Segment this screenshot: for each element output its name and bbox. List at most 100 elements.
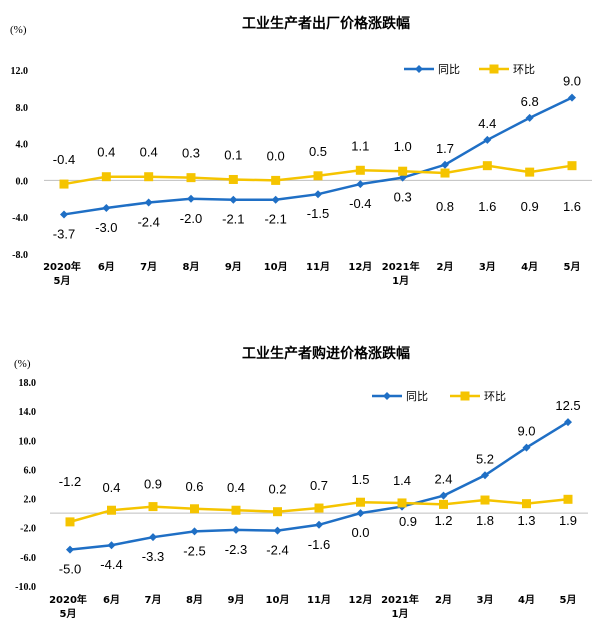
data-label: 1.4 xyxy=(393,473,411,488)
x-tick-label: 7月 xyxy=(145,594,162,606)
data-point xyxy=(107,505,116,515)
x-tick-label: 5月 xyxy=(564,261,581,273)
data-point xyxy=(144,172,154,182)
x-tick-label: 3月 xyxy=(477,594,494,606)
x-tick-label: 4月 xyxy=(518,594,535,606)
data-point xyxy=(525,167,535,177)
data-label: 4.4 xyxy=(478,116,496,131)
data-label: 0.5 xyxy=(309,144,327,159)
data-point xyxy=(525,113,534,122)
y-tick-label: -10.0 xyxy=(15,582,36,593)
data-point xyxy=(355,165,365,175)
data-point xyxy=(60,210,68,219)
data-point xyxy=(228,174,238,184)
x-tick-label: 6月 xyxy=(98,261,115,273)
data-label: -2.4 xyxy=(137,214,159,229)
purchase-price-chart: 工业生产者购进价格涨跌幅 (%) 18.0 14.0 10.0 6.0 2.0 -2.0 -… xyxy=(0,330,606,629)
x-tick-label: 2月 xyxy=(437,261,454,273)
y-tick-label: 2.0 xyxy=(24,495,37,506)
data-label: -5.0 xyxy=(59,562,81,577)
y-tick-label: -4.0 xyxy=(12,213,28,224)
data-label: 5.2 xyxy=(476,451,494,466)
data-point xyxy=(440,168,450,178)
data-label: -2.1 xyxy=(264,212,286,227)
data-point xyxy=(314,190,322,199)
data-label: 9.0 xyxy=(517,424,535,439)
data-label: -4.4 xyxy=(100,557,122,572)
x-tick-label: 7月 xyxy=(140,261,157,273)
data-point xyxy=(522,443,531,452)
data-point xyxy=(65,517,75,527)
data-label: 6.8 xyxy=(521,94,539,109)
y-tick-label: 14.0 xyxy=(19,407,37,418)
data-label: -0.4 xyxy=(53,152,75,167)
data-label: 0.4 xyxy=(140,145,158,160)
y-axis-unit: (%) xyxy=(10,24,27,36)
data-label: 0.8 xyxy=(436,199,454,214)
data-label: 1.0 xyxy=(394,139,412,154)
legend-marker xyxy=(383,392,391,400)
y-tick-label: 8.0 xyxy=(16,103,29,114)
data-label: 0.4 xyxy=(97,145,115,160)
data-point xyxy=(66,545,74,554)
legend-label: 同比 xyxy=(406,390,428,403)
x-tick-label: 12月 xyxy=(348,261,372,273)
data-point xyxy=(356,497,365,507)
data-label: 0.4 xyxy=(102,480,120,495)
data-point xyxy=(107,541,116,550)
data-point xyxy=(273,526,282,535)
ex-factory-price-chart-svg: 工业生产者出厂价格涨跌幅 (%) 12.0 8.0 4.0 0.0 -4.0 -8.0 20… xyxy=(10,15,592,287)
data-point xyxy=(232,525,240,534)
x-tick-label: 2021年 xyxy=(381,593,419,606)
data-label: 0.4 xyxy=(227,480,245,495)
data-point xyxy=(397,498,407,508)
data-point xyxy=(567,161,577,171)
x-tick-label: 2月 xyxy=(435,594,452,606)
data-label: 12.5 xyxy=(555,398,580,413)
data-label: 9.0 xyxy=(563,74,581,89)
data-label: 1.5 xyxy=(351,472,369,487)
data-label: 1.9 xyxy=(559,513,577,528)
y-tick-label: 6.0 xyxy=(24,465,37,476)
data-point xyxy=(568,93,576,102)
x-tick-label: 9月 xyxy=(225,261,242,273)
x-tick-label: 5月 xyxy=(560,594,577,606)
x-tick-label: 2021年 xyxy=(382,260,420,273)
purchase-price-chart-svg: 工业生产者购进价格涨跌幅 (%) 18.0 14.0 10.0 6.0 2.0 -2.0 -… xyxy=(14,345,588,620)
data-label: 0.9 xyxy=(399,514,417,529)
data-label: 0.3 xyxy=(182,146,200,161)
chart-title: 工业生产者出厂价格涨跌幅 xyxy=(242,15,410,32)
data-label: 0.0 xyxy=(351,525,369,540)
data-label: 1.6 xyxy=(563,199,581,214)
x-tick-label: 11月 xyxy=(306,261,330,273)
data-label: 0.3 xyxy=(394,190,412,205)
data-label: 1.8 xyxy=(476,513,494,528)
data-point xyxy=(356,509,365,518)
data-point xyxy=(314,503,324,513)
data-point xyxy=(480,495,490,505)
data-label: 0.1 xyxy=(224,147,242,162)
data-label: -3.0 xyxy=(95,220,117,235)
x-tick-label: 8月 xyxy=(183,261,200,273)
data-point xyxy=(315,520,323,529)
data-label: 0.9 xyxy=(144,477,162,492)
data-label: 1.6 xyxy=(478,199,496,214)
data-label: 0.7 xyxy=(310,478,328,493)
data-point xyxy=(483,135,492,144)
x-tick-label: 6月 xyxy=(103,594,120,606)
data-point xyxy=(271,175,281,185)
data-label: 2.4 xyxy=(434,472,452,487)
data-label: 0.9 xyxy=(521,199,539,214)
data-point xyxy=(190,527,199,536)
data-point xyxy=(439,491,448,500)
data-label: 0.2 xyxy=(268,482,286,497)
data-point xyxy=(101,172,111,182)
y-tick-label: 18.0 xyxy=(19,378,37,389)
data-label: -1.6 xyxy=(308,537,330,552)
x-tick-label: 2020年 xyxy=(49,593,87,606)
data-label: -2.0 xyxy=(180,211,202,226)
data-point xyxy=(356,180,365,189)
data-point xyxy=(441,160,449,169)
data-label: -2.3 xyxy=(225,542,247,557)
x-tick-label: 8月 xyxy=(186,594,203,606)
